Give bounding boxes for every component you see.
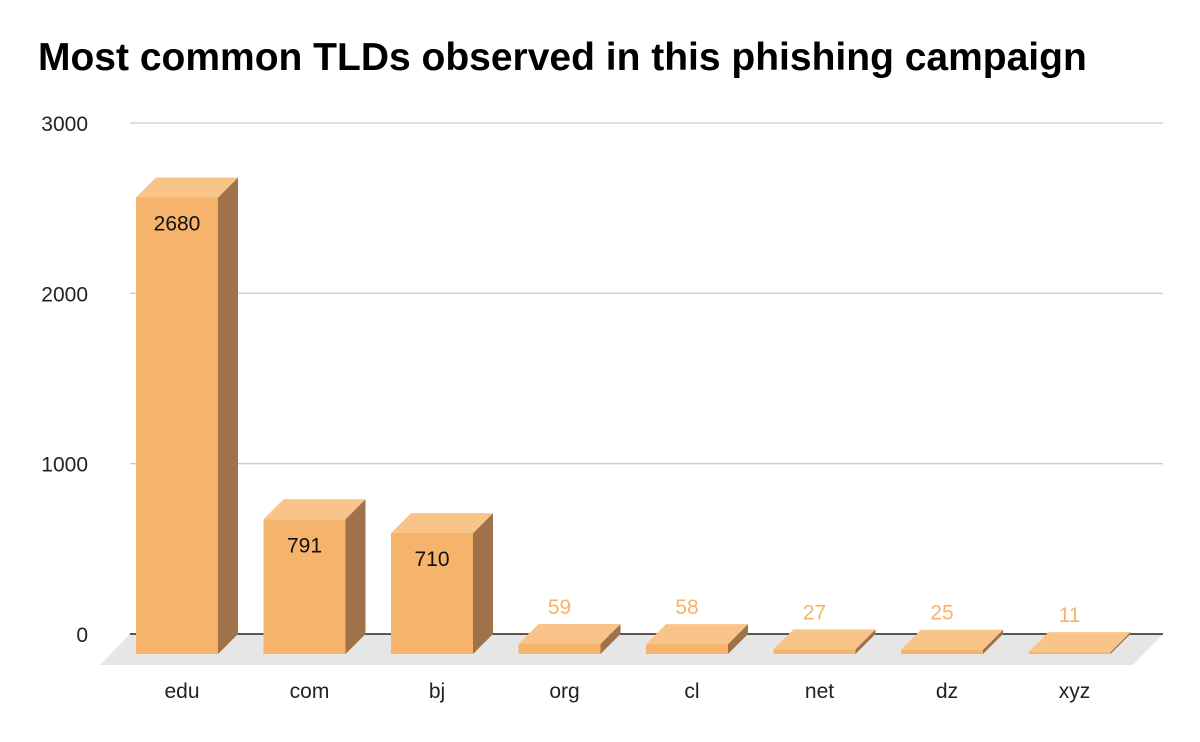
bar-top [646,624,748,645]
bar-xyz [1028,632,1131,654]
x-tick-label: org [549,680,579,703]
x-tick-label: xyz [1059,680,1091,703]
bar-top [518,623,621,644]
gridlines [130,122,1163,465]
x-tick-label: net [805,680,834,703]
labels: 0 1000 2000 3000 2680 edu 791 com 710 bj 59 org 58 cl… [41,113,1090,703]
bar-front [136,197,218,655]
bar-front [773,649,856,654]
bar-bj [391,513,493,654]
bar-side [473,513,493,654]
y-tick-label: 3000 [41,113,88,136]
bar-front [391,533,473,654]
x-tick-label: bj [429,680,445,703]
bar-com [263,499,366,654]
data-label: 11 [1059,604,1081,627]
bar-top [136,177,238,198]
bar-side [983,629,1003,654]
bar-front [1028,652,1111,654]
bars [136,177,1131,655]
bar-top [901,629,1003,650]
y-tick-label: 0 [76,624,88,647]
chart-floor [100,633,1163,665]
bar-top [391,513,493,534]
bar-side [218,177,238,655]
y-tick-label: 1000 [41,454,88,477]
data-label: 27 [803,601,826,624]
bar-net [773,629,876,654]
data-label: 58 [675,596,698,619]
bar-org [518,623,621,654]
x-tick-label: edu [164,680,199,703]
data-label: 2680 [154,213,201,236]
y-tick-label: 2000 [41,283,88,306]
data-label: 25 [930,602,953,625]
bar-front [901,649,983,654]
bar-side [855,629,876,654]
bar-front [263,519,346,654]
bar-front [646,644,728,654]
bar-top [773,629,876,650]
bar-side [600,623,621,654]
bar-dz [901,629,1003,654]
bar-top [1028,632,1131,653]
bar-side [728,624,748,654]
x-tick-label: com [290,680,330,703]
data-label: 791 [287,534,322,557]
floor-plane [100,634,1163,665]
bar-side [345,499,366,654]
data-label: 710 [414,548,449,571]
bar-cl [646,624,748,654]
bar-edu [136,177,238,655]
bar-front [518,643,601,654]
data-label: 59 [548,596,571,619]
x-tick-label: cl [684,680,699,703]
bar-top [263,499,366,520]
chart-title: Most common TLDs observed in this phishi… [38,36,1087,79]
bar-side [1110,632,1131,654]
x-tick-label: dz [936,680,958,703]
